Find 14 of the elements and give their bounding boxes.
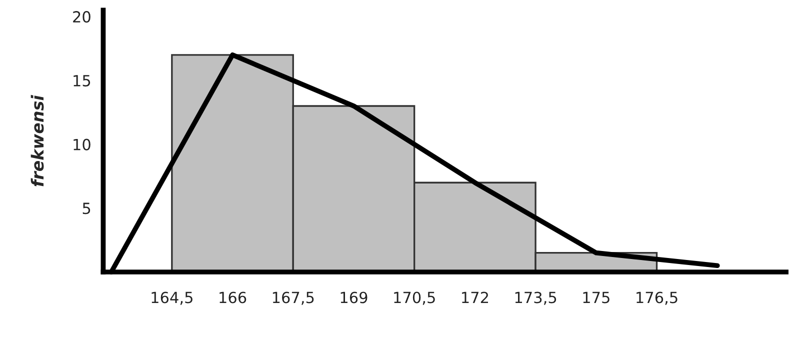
y-tick-label: 20 bbox=[73, 11, 90, 23]
x-tick-label: 167,5 bbox=[272, 292, 314, 305]
y-tick-label: 10 bbox=[74, 138, 90, 150]
x-tick-label: 164,5 bbox=[152, 292, 192, 305]
x-tick-label: 170,5 bbox=[394, 292, 435, 305]
x-tick-label: 169 bbox=[340, 292, 368, 304]
x-tick-label: 172 bbox=[462, 292, 488, 304]
x-tick-label: 176,5 bbox=[636, 292, 678, 305]
x-tick-label: 175 bbox=[583, 292, 610, 304]
y-tick-label: 15 bbox=[74, 75, 90, 86]
y-tick-label: 5 bbox=[82, 202, 90, 214]
x-tick-label: 166 bbox=[220, 292, 246, 304]
y-axis-title: frekwensi bbox=[30, 94, 44, 186]
x-tick-label: 173,5 bbox=[515, 292, 556, 305]
